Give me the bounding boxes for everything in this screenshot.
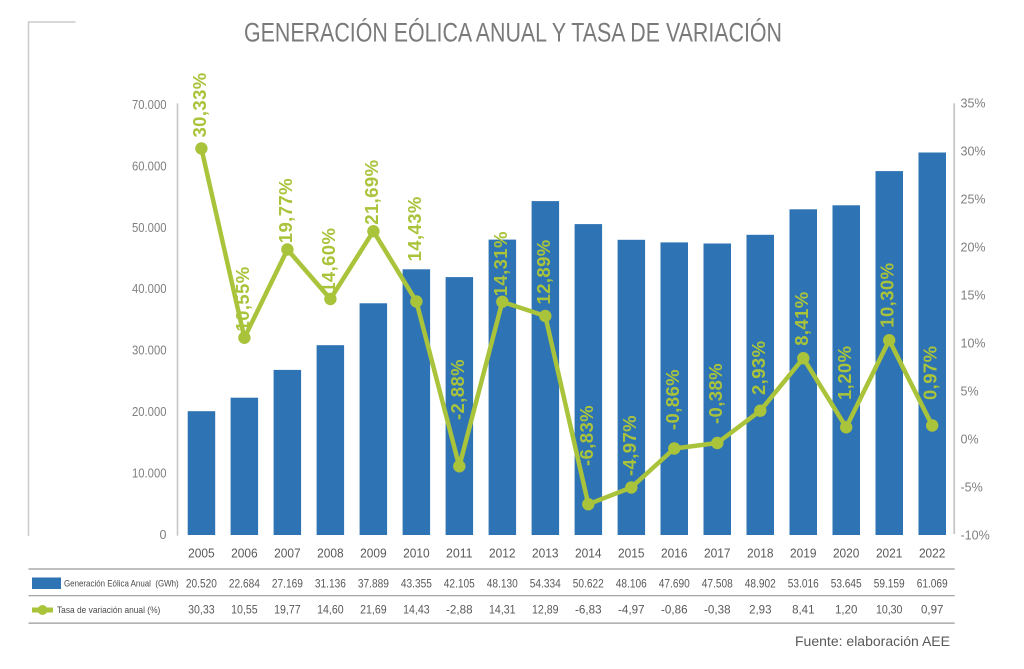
- svg-text:10,55%: 10,55%: [232, 266, 253, 331]
- svg-text:14,43%: 14,43%: [404, 196, 425, 261]
- svg-text:GENERACIÓN EÓLICA ANUAL Y TASA: GENERACIÓN EÓLICA ANUAL Y TASA DE VARIAC…: [244, 18, 782, 48]
- svg-text:Generación Eólica Anual (GWh): Generación Eólica Anual (GWh): [64, 579, 179, 589]
- svg-text:2,93: 2,93: [749, 605, 771, 617]
- svg-text:0,97: 0,97: [921, 605, 943, 617]
- svg-text:2009: 2009: [360, 546, 387, 560]
- svg-text:54.334: 54.334: [530, 579, 562, 591]
- svg-text:2018: 2018: [747, 546, 774, 560]
- svg-text:25%: 25%: [961, 192, 986, 206]
- svg-text:42.105: 42.105: [444, 579, 475, 591]
- svg-text:2011: 2011: [446, 546, 473, 560]
- svg-text:30.000: 30.000: [132, 344, 167, 358]
- svg-text:2019: 2019: [790, 546, 817, 560]
- svg-text:20%: 20%: [961, 240, 986, 254]
- svg-text:2006: 2006: [231, 546, 258, 560]
- svg-text:-4,97%: -4,97%: [619, 415, 640, 476]
- svg-text:5%: 5%: [961, 385, 979, 399]
- svg-text:50.000: 50.000: [132, 221, 167, 235]
- svg-text:53.016: 53.016: [788, 579, 819, 591]
- svg-text:19,77: 19,77: [274, 605, 301, 617]
- svg-text:10%: 10%: [961, 337, 986, 351]
- svg-text:10,55: 10,55: [231, 605, 258, 617]
- svg-text:14,60%: 14,60%: [318, 228, 339, 293]
- svg-text:8,41%: 8,41%: [791, 291, 812, 345]
- svg-text:2021: 2021: [876, 546, 903, 560]
- svg-text:2012: 2012: [489, 546, 516, 560]
- svg-text:10,30: 10,30: [876, 605, 903, 617]
- svg-text:70.000: 70.000: [132, 98, 167, 112]
- svg-text:12,89: 12,89: [532, 605, 559, 617]
- svg-text:0%: 0%: [961, 433, 979, 447]
- svg-text:30,33%: 30,33%: [189, 72, 210, 137]
- svg-text:10.000: 10.000: [132, 467, 167, 481]
- svg-text:2,93%: 2,93%: [748, 341, 769, 395]
- svg-text:-0,86%: -0,86%: [662, 369, 683, 430]
- svg-text:47.508: 47.508: [702, 579, 733, 591]
- svg-text:-10%: -10%: [961, 529, 990, 543]
- svg-text:14,31%: 14,31%: [490, 231, 511, 296]
- svg-text:-2,88: -2,88: [446, 605, 473, 617]
- svg-text:27.169: 27.169: [272, 579, 303, 591]
- svg-text:-0,38: -0,38: [704, 605, 731, 617]
- svg-text:22.684: 22.684: [229, 579, 261, 591]
- svg-text:1,20%: 1,20%: [834, 346, 855, 400]
- svg-text:Tasa de variación anual (%): Tasa de variación anual (%): [57, 605, 160, 615]
- svg-text:-6,83: -6,83: [575, 605, 602, 617]
- svg-text:1,20: 1,20: [835, 605, 857, 617]
- svg-text:40.000: 40.000: [132, 282, 167, 296]
- svg-text:-0,38%: -0,38%: [705, 363, 726, 424]
- svg-text:31.136: 31.136: [315, 579, 346, 591]
- svg-text:2015: 2015: [618, 546, 645, 560]
- svg-text:21,69: 21,69: [360, 605, 387, 617]
- svg-text:Fuente: elaboración AEE: Fuente: elaboración AEE: [795, 633, 950, 649]
- svg-text:2010: 2010: [403, 546, 430, 560]
- svg-text:14,43: 14,43: [403, 605, 430, 617]
- svg-text:2016: 2016: [661, 546, 688, 560]
- svg-text:35%: 35%: [961, 96, 986, 110]
- svg-text:-4,97: -4,97: [618, 605, 645, 617]
- svg-text:30,33: 30,33: [188, 605, 215, 617]
- svg-text:0: 0: [160, 528, 167, 542]
- svg-text:53.645: 53.645: [831, 579, 862, 591]
- svg-text:30%: 30%: [961, 144, 986, 158]
- svg-text:50.622: 50.622: [573, 579, 604, 591]
- svg-text:14,31: 14,31: [489, 605, 516, 617]
- svg-text:2020: 2020: [833, 546, 860, 560]
- svg-text:47.690: 47.690: [659, 579, 690, 591]
- svg-text:19,77%: 19,77%: [275, 178, 296, 243]
- svg-text:2005: 2005: [188, 546, 215, 560]
- svg-text:48.902: 48.902: [745, 579, 776, 591]
- svg-text:8,41: 8,41: [792, 605, 814, 617]
- svg-text:20.000: 20.000: [132, 405, 167, 419]
- svg-text:59.159: 59.159: [874, 579, 905, 591]
- svg-text:10,30%: 10,30%: [877, 263, 898, 328]
- svg-text:12,89%: 12,89%: [533, 239, 554, 304]
- svg-text:2022: 2022: [919, 546, 946, 560]
- svg-text:2014: 2014: [575, 546, 602, 560]
- svg-text:2008: 2008: [317, 546, 344, 560]
- svg-text:15%: 15%: [961, 289, 986, 303]
- svg-text:61.069: 61.069: [917, 579, 948, 591]
- svg-text:-2,88%: -2,88%: [447, 359, 468, 420]
- svg-text:48.106: 48.106: [616, 579, 647, 591]
- svg-text:37.889: 37.889: [358, 579, 389, 591]
- svg-text:2013: 2013: [532, 546, 559, 560]
- svg-text:14,60: 14,60: [317, 605, 344, 617]
- svg-text:0,97%: 0,97%: [920, 346, 941, 400]
- svg-text:-5%: -5%: [961, 481, 983, 495]
- svg-text:48.130: 48.130: [487, 579, 518, 591]
- svg-text:2007: 2007: [274, 546, 301, 560]
- svg-text:20.520: 20.520: [186, 579, 217, 591]
- svg-text:-0,86: -0,86: [661, 605, 688, 617]
- svg-text:43.355: 43.355: [401, 579, 432, 591]
- svg-text:21,69%: 21,69%: [361, 160, 382, 225]
- svg-text:2017: 2017: [704, 546, 731, 560]
- svg-text:60.000: 60.000: [132, 159, 167, 173]
- svg-text:-6,83%: -6,83%: [576, 405, 597, 466]
